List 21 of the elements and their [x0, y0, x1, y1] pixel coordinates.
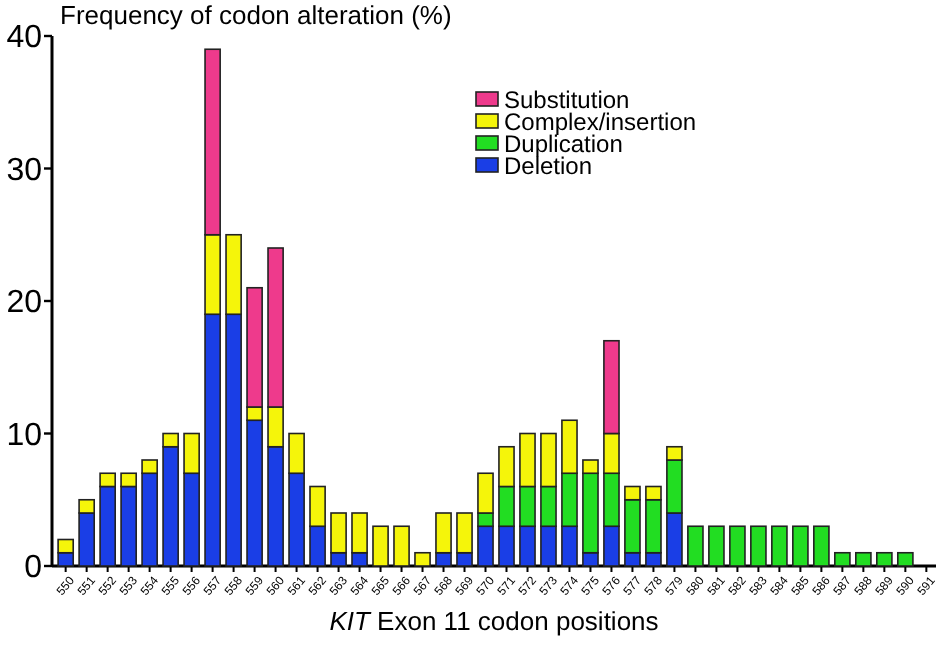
bar [414, 551, 431, 567]
bar [708, 525, 725, 567]
y-tick-label: 20 [6, 286, 43, 321]
y-tick-label: 40 [6, 21, 43, 56]
bar [813, 525, 830, 567]
bar [855, 551, 872, 567]
x-axis-title: KIT Exon 11 codon positions [329, 606, 660, 636]
bar [750, 525, 767, 567]
bar [896, 551, 914, 567]
bar [729, 525, 746, 567]
bar [393, 525, 410, 567]
y-tick-label: 30 [6, 153, 43, 188]
y-tick-label: 10 [6, 418, 43, 453]
y-axis-title: Frequency of codon alteration (%) [60, 0, 452, 30]
bar [876, 551, 893, 567]
bar [771, 525, 788, 567]
bar [834, 551, 851, 567]
bar [372, 525, 389, 567]
bar [687, 525, 704, 567]
y-tick-label: 0 [24, 551, 43, 586]
bar [792, 525, 809, 567]
